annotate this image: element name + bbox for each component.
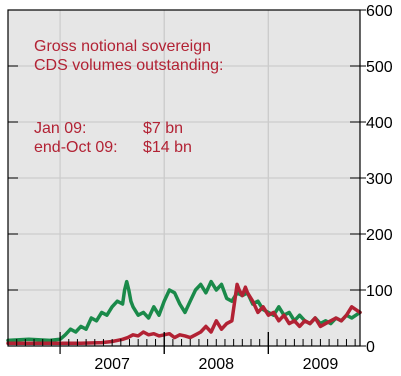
annotation-line-1: Gross notional sovereign	[34, 38, 211, 55]
series-lines	[6, 279, 362, 345]
x-tick-label: 2009	[303, 356, 339, 373]
y-tick-label: 400	[366, 115, 393, 132]
annotation-jan09-value: $7 bn	[143, 120, 183, 137]
y-tick-label: 0	[366, 339, 375, 356]
series-line-green	[6, 279, 362, 343]
series-line-red	[6, 282, 362, 345]
gridlines	[8, 10, 360, 346]
annotation-oct09-value: $14 bn	[143, 139, 192, 156]
annotation-oct09-label: end-Oct 09:	[34, 139, 118, 156]
axes: 0 100 200 300 400 500 600 2007 2008 2009	[8, 3, 393, 373]
y-tick-label: 500	[366, 59, 393, 76]
y-tick-label: 100	[366, 283, 393, 300]
y-tick-label: 300	[366, 171, 393, 188]
x-tick-label: 2007	[94, 356, 130, 373]
annotation-jan09-label: Jan 09:	[34, 120, 86, 137]
annotation-block: Gross notional sovereign CDS volumes out…	[34, 38, 223, 156]
x-tick-label: 2008	[198, 356, 234, 373]
y-tick-label: 200	[366, 227, 393, 244]
annotation-line-2: CDS volumes outstanding:	[34, 57, 223, 74]
y-tick-label: 600	[366, 3, 393, 20]
